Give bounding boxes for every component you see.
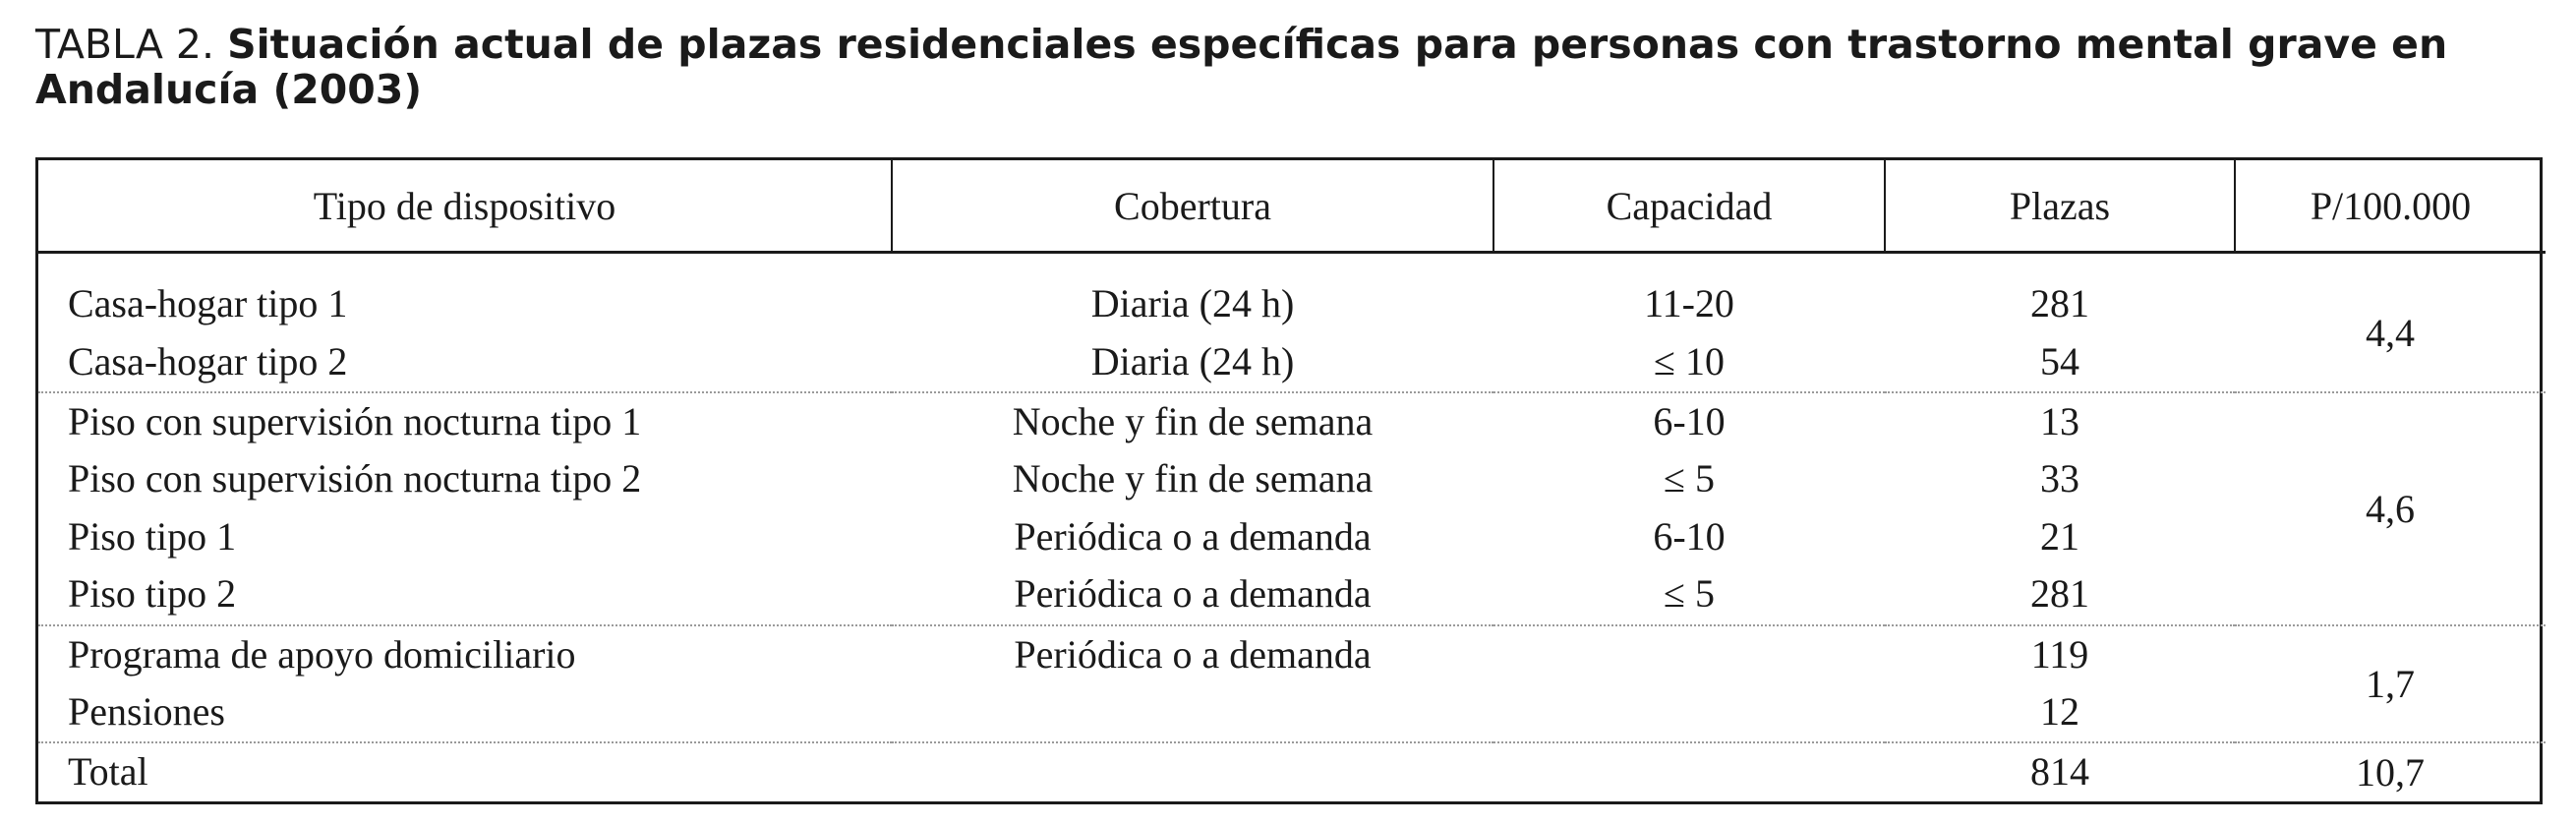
header-tipo: Tipo de dispositivo (38, 160, 893, 254)
total-plazas: 814 (2030, 749, 2089, 795)
tipo-text: Piso con supervisión nocturna tipo 2 (68, 456, 642, 502)
plazas-text: 13 (2040, 398, 2079, 443)
table-row-group: Piso con supervisión nocturna tipo 1 Pis… (38, 391, 2546, 626)
capacidad-text: ≤ 10 (1654, 338, 1725, 384)
tipo-text: Pensiones (68, 689, 225, 735)
cell-cobertura: Periódica o a demanda (892, 624, 1493, 744)
total-p100000: 10,7 (2356, 750, 2425, 796)
cobertura-text: Noche y fin de semana (1012, 456, 1374, 502)
capacidad-text (1493, 743, 1885, 801)
cell-p100000: 4,6 (2235, 391, 2546, 626)
cell-plazas: 119 12 (1885, 624, 2235, 744)
capacidad-text: 6-10 (1653, 513, 1726, 559)
plazas-text: 119 (2030, 631, 2089, 677)
cell-capacidad (1493, 624, 1885, 744)
capacidad-text (1493, 626, 1885, 684)
cobertura-text (892, 683, 1493, 741)
capacidad-text: 6-10 (1653, 398, 1726, 443)
table-row-group: Programa de apoyo domiciliario Pensiones… (38, 624, 2546, 744)
cobertura-text: Periódica o a demanda (1014, 631, 1372, 677)
plazas-text: 281 (2030, 571, 2089, 617)
data-table: Tipo de dispositivo Cobertura Capacidad … (35, 157, 2546, 804)
header-p100000: P/100.000 (2235, 160, 2546, 254)
capacidad-text (1493, 683, 1885, 741)
cobertura-text: Periódica o a demanda (1014, 513, 1372, 559)
header-plazas: Plazas (1885, 160, 2236, 254)
plazas-text: 12 (2040, 689, 2079, 735)
capacidad-text: ≤ 5 (1664, 571, 1715, 617)
total-label: Total (68, 749, 148, 795)
cobertura-text (892, 743, 1493, 801)
cell-cobertura: Noche y fin de semana Noche y fin de sem… (892, 391, 1493, 626)
plazas-text: 33 (2040, 456, 2079, 502)
cell-p100000: 4,4 (2235, 252, 2546, 393)
cobertura-text: Diaria (24 h) (1090, 281, 1295, 325)
header-capacidad: Capacidad (1493, 160, 1886, 254)
cell-capacidad: 11-20 ≤ 10 (1493, 252, 1885, 393)
cell-capacidad: 6-10 ≤ 5 6-10 ≤ 5 (1493, 391, 1885, 626)
cell-p100000: 1,7 (2235, 624, 2546, 744)
plazas-text: 21 (2040, 513, 2079, 559)
tipo-text: Piso tipo 2 (68, 571, 237, 617)
cell-tipo: Total (38, 742, 892, 801)
plazas-text: 281 (2030, 281, 2089, 325)
table-row-group: Casa-hogar tipo 1 Casa-hogar tipo 2 Diar… (38, 252, 2546, 393)
table-number: TABLA 2. (35, 21, 215, 68)
cell-plazas: 281 54 (1885, 252, 2235, 393)
cell-capacidad (1493, 742, 1885, 801)
cobertura-text: Noche y fin de semana (1012, 398, 1374, 443)
tipo-text: Casa-hogar tipo 2 (68, 338, 348, 384)
capacidad-text: 11-20 (1644, 281, 1734, 325)
cell-tipo: Programa de apoyo domiciliario Pensiones (38, 624, 892, 744)
cobertura-text: Diaria (24 h) (1090, 338, 1295, 384)
tipo-text: Casa-hogar tipo 1 (68, 281, 348, 325)
table-caption: TABLA 2. Situación actual de plazas resi… (35, 22, 2552, 112)
cobertura-text: Periódica o a demanda (1014, 571, 1372, 617)
plazas-text: 54 (2040, 338, 2079, 384)
tipo-text: Piso con supervisión nocturna tipo 1 (68, 398, 642, 443)
table-row-total: Total 814 10,7 (38, 742, 2546, 801)
cell-cobertura: Diaria (24 h) Diaria (24 h) (892, 252, 1493, 393)
cell-tipo: Piso con supervisión nocturna tipo 1 Pis… (38, 391, 892, 626)
header-row: Tipo de dispositivo Cobertura Capacidad … (38, 160, 2546, 254)
table-title: Situación actual de plazas residenciales… (35, 21, 2448, 113)
cell-plazas: 814 (1885, 742, 2235, 801)
capacidad-text: ≤ 5 (1664, 456, 1715, 502)
tipo-text: Piso tipo 1 (68, 513, 237, 559)
header-cobertura: Cobertura (892, 160, 1494, 254)
cell-cobertura (892, 742, 1493, 801)
cell-plazas: 13 33 21 281 (1885, 391, 2235, 626)
residential-places-table: Tipo de dispositivo Cobertura Capacidad … (38, 160, 2546, 801)
cell-tipo: Casa-hogar tipo 1 Casa-hogar tipo 2 (38, 252, 892, 393)
tipo-text: Programa de apoyo domiciliario (68, 631, 576, 677)
